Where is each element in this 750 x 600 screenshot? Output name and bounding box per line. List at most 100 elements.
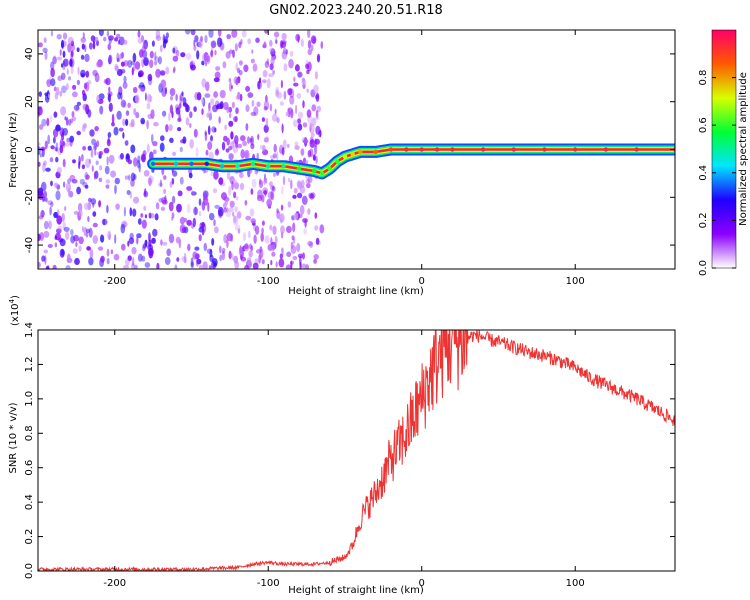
spectrogram-noise-blob: [206, 248, 213, 254]
spectrogram-noise-blob: [238, 69, 243, 76]
spectrogram-noise-blob: [177, 117, 182, 123]
spectrogram-noise-blob: [288, 107, 293, 115]
spectrogram-noise-blob: [283, 63, 288, 72]
spectrogram-noise-blob: [301, 79, 307, 85]
spectrogram-ridge-point: [250, 161, 256, 166]
spectrogram-noise-blob: [201, 108, 204, 116]
spectrogram-noise-blob: [226, 232, 233, 242]
spectrogram-noise-blob: [298, 111, 304, 119]
spectrogram-noise-blob: [85, 70, 90, 78]
spectrogram-noise-blob: [98, 30, 104, 37]
spectrogram-noise-blob: [164, 257, 171, 265]
spectrogram-noise-blob: [212, 188, 218, 194]
spectrogram-noise-blob: [105, 184, 110, 189]
spectrogram-noise-blob: [299, 255, 302, 266]
spectrogram-noise-blob: [129, 122, 135, 128]
spectrogram-noise-blob: [229, 200, 235, 208]
spectrogram-noise-blob: [141, 219, 147, 229]
spectrogram-noise-blob: [77, 66, 80, 76]
spectrogram-noise-blob: [53, 111, 58, 118]
spectrogram-noise-blob: [307, 175, 313, 184]
spectrogram-noise-blob: [266, 58, 269, 65]
spectrogram-noise-blob: [179, 216, 185, 225]
spectrogram-noise-blob: [78, 236, 84, 245]
spectrogram-noise-blob: [92, 40, 96, 50]
spectrogram-noise-blob: [287, 201, 292, 208]
spectrogram-noise-blob: [307, 30, 311, 39]
figure-title: GN02.2023.240.20.51.R18: [269, 3, 443, 18]
spectrogram-noise-blob: [313, 84, 319, 94]
spectrogram-noise-blob: [148, 232, 151, 242]
spectrogram-noise-blob: [137, 155, 141, 164]
spectrogram-ridge-point: [373, 149, 378, 155]
spectrogram-noise-blob: [213, 219, 216, 227]
spectrogram-noise-blob: [82, 103, 89, 111]
spectrogram-noise-blob: [313, 253, 319, 260]
spectrogram-noise-blob: [186, 104, 190, 113]
spectrogram-noise-blob: [153, 122, 159, 127]
spectrogram-noise-blob: [86, 246, 91, 251]
spectrogram-noise-blob: [44, 220, 49, 230]
spectrogram-noise-blob: [108, 93, 111, 103]
spectrogram-noise-blob: [314, 138, 320, 145]
spectrogram-noise-blob: [98, 200, 101, 208]
spectrogram-noise-blob: [64, 116, 67, 121]
spectrogram-noise-blob: [233, 215, 237, 224]
snr-ytick-label: 0.8: [24, 425, 35, 441]
spectrogram-noise-blob: [146, 144, 150, 153]
spectrogram-ridge-point: [319, 171, 325, 176]
spectrogram-noise-blob: [73, 105, 80, 111]
spectrogram-noise-blob: [106, 258, 110, 265]
spectrogram-noise-blob: [273, 143, 277, 153]
spectrogram-noise-blob: [279, 101, 284, 106]
spectrogram-noise-blob: [316, 53, 321, 63]
spectrogram-noise-blob: [62, 158, 66, 168]
spectrogram-noise-blob: [85, 228, 91, 234]
spectrogram-noise-blob: [143, 39, 149, 50]
spectrogram-noise-blob: [172, 68, 175, 74]
spectrogram-noise-blob: [98, 93, 105, 100]
spectrogram-noise-blob: [143, 170, 150, 177]
spectrogram-noise-blob: [43, 249, 49, 254]
spectrogram-noise-blob: [208, 102, 211, 111]
spectrogram-noise-blob: [221, 251, 225, 261]
spectrogram-noise-blob: [168, 201, 174, 212]
spectrogram-noise-blob: [162, 241, 168, 246]
spectrogram-noise-blob: [259, 248, 264, 258]
spectrogram-noise-blob: [88, 158, 91, 164]
spectrogram-noise-blob: [90, 198, 97, 205]
spectrogram-noise-blob: [309, 241, 313, 249]
spectrogram-noise-blob: [204, 35, 208, 43]
colorbar-tick-label: 0.0: [698, 260, 709, 276]
spectrogram-noise-blob: [149, 59, 154, 68]
spectrogram-noise-blob: [285, 264, 292, 269]
spectrogram-noise-blob: [310, 35, 317, 44]
spectrogram-ridge-point: [404, 147, 409, 152]
spectrogram-noise-blob: [263, 106, 268, 111]
spectrogram-noise-blob: [198, 234, 202, 242]
spectrogram-noise-blob: [202, 261, 208, 269]
spectrogram-noise-blob: [59, 49, 62, 56]
spectrogram-noise-blob: [302, 139, 309, 144]
spectrogram-noise-blob: [315, 116, 320, 121]
spectrogram-noise-blob: [210, 50, 214, 58]
spectrogram-noise-blob: [260, 232, 265, 242]
spectrogram-noise-blob: [273, 172, 276, 177]
spectrogram-noise-blob: [219, 38, 223, 46]
spectrogram-noise-blob: [56, 167, 63, 174]
spectrogram-noise-blob: [69, 118, 74, 124]
spectrogram-noise-blob: [202, 195, 209, 206]
spectrogram-noise-blob: [255, 225, 260, 235]
spectrogram-noise-blob: [223, 196, 230, 202]
spectrogram-noise-blob: [244, 200, 248, 206]
spectrogram-noise-blob: [280, 80, 283, 89]
spectrogram-noise-blob: [101, 218, 108, 226]
spectrogram-noise-blob: [204, 131, 208, 142]
spectrogram-noise-blob: [62, 50, 66, 58]
spectrogram-noise-blob: [182, 97, 187, 106]
spectrogram-noise-blob: [205, 54, 211, 65]
snr-ytick-label: 0.4: [24, 494, 35, 510]
spectrogram-noise-blob: [228, 153, 234, 161]
spectrogram-noise-blob: [142, 43, 148, 50]
spectrogram-noise-blob: [149, 95, 153, 103]
